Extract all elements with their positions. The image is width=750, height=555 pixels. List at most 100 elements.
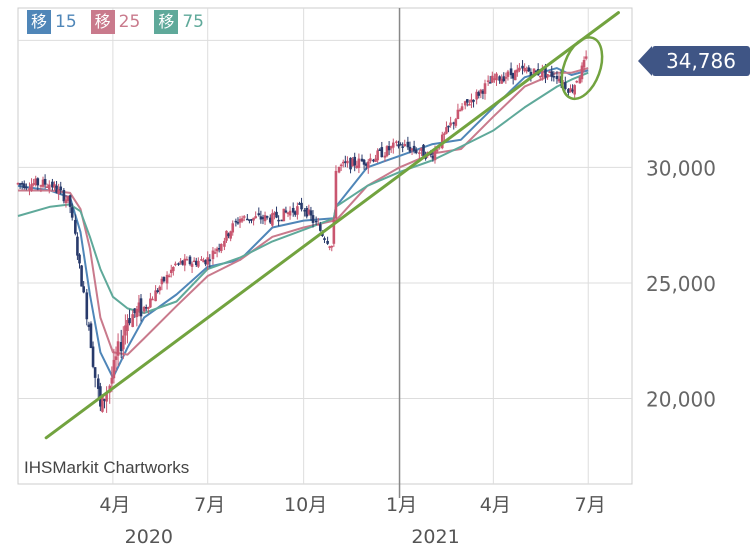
candle-body bbox=[307, 209, 311, 215]
candle-body bbox=[372, 159, 375, 162]
candle-body bbox=[374, 158, 377, 162]
candle-body bbox=[440, 134, 444, 149]
candle-body bbox=[192, 260, 196, 263]
x-axis-labels: 4月 2020 7月 10月 1月 2021 4月 7月 bbox=[99, 494, 605, 548]
candle-body bbox=[78, 254, 81, 264]
candle-body bbox=[116, 341, 120, 356]
legend-ma15: 移 15 bbox=[27, 10, 77, 34]
candle-body bbox=[89, 323, 93, 349]
candle-body bbox=[433, 149, 437, 161]
candle-body bbox=[518, 67, 521, 71]
x-tick-label: 7月 bbox=[575, 494, 606, 516]
candle-body bbox=[582, 60, 586, 68]
candle-body bbox=[105, 392, 108, 402]
candle-body bbox=[389, 146, 393, 149]
candle-body bbox=[96, 378, 100, 389]
candle-body bbox=[303, 210, 306, 212]
candle-body bbox=[571, 89, 574, 92]
candle-body bbox=[477, 92, 481, 96]
candle-body bbox=[114, 356, 118, 360]
legend-ma25: 移 25 bbox=[90, 10, 140, 34]
candle-body bbox=[103, 399, 106, 401]
candle-body bbox=[488, 82, 492, 84]
candle-body bbox=[314, 220, 318, 223]
candle-body bbox=[332, 219, 336, 244]
candle-body bbox=[406, 141, 410, 148]
candle-body bbox=[137, 302, 141, 312]
candle-body bbox=[369, 158, 372, 162]
candle-body bbox=[288, 210, 292, 216]
candle-body bbox=[330, 245, 334, 248]
candle-body bbox=[431, 155, 435, 159]
legend-ma75-tag: 移 bbox=[154, 10, 179, 34]
candle-body bbox=[286, 212, 290, 215]
candle-body bbox=[119, 342, 123, 352]
candle-body bbox=[185, 259, 189, 261]
y-axis-labels: 30,000 25,000 20,000 bbox=[646, 156, 716, 411]
price-candles bbox=[16, 50, 588, 413]
candle-body bbox=[293, 211, 297, 215]
candle-body bbox=[516, 69, 519, 73]
candle-body bbox=[552, 76, 556, 78]
candle-body bbox=[261, 217, 265, 220]
candle-body bbox=[341, 161, 345, 164]
legend-ma75-label: 75 bbox=[182, 12, 204, 32]
candle-body bbox=[284, 210, 288, 213]
x-year-label: 2020 bbox=[125, 526, 173, 548]
candle-body bbox=[418, 152, 421, 154]
candle-body bbox=[45, 186, 49, 188]
candle-body bbox=[486, 80, 490, 82]
candle-body bbox=[70, 207, 74, 218]
candle-body bbox=[429, 153, 433, 155]
candle-body bbox=[397, 144, 400, 147]
last-price-tag: 34,786 bbox=[638, 46, 750, 76]
candle-body bbox=[131, 314, 134, 327]
candle-body bbox=[177, 263, 180, 265]
candle-body bbox=[246, 218, 249, 221]
candle-body bbox=[454, 119, 458, 126]
candle-body bbox=[362, 159, 366, 165]
candle-body bbox=[277, 219, 280, 222]
candle-body bbox=[240, 218, 244, 222]
candle-body bbox=[64, 199, 68, 203]
candle-body bbox=[323, 238, 326, 241]
candle-body bbox=[271, 213, 274, 226]
candle-body bbox=[334, 170, 338, 219]
candle-body bbox=[229, 231, 232, 239]
candle-body bbox=[326, 241, 329, 244]
candle-body bbox=[217, 248, 221, 250]
candle-body bbox=[504, 77, 508, 79]
candle-body bbox=[479, 89, 483, 94]
candle-body bbox=[82, 286, 85, 293]
candle-body bbox=[121, 335, 125, 350]
candle-body bbox=[422, 144, 425, 157]
candle-body bbox=[144, 307, 148, 309]
moving-average-line-25 bbox=[18, 67, 589, 356]
candle-body bbox=[483, 83, 487, 94]
candle-body bbox=[493, 78, 496, 80]
candle-body bbox=[139, 298, 143, 317]
candle-body bbox=[74, 219, 77, 234]
candle-body bbox=[211, 250, 215, 260]
candle-body bbox=[234, 220, 238, 223]
last-price-arrow bbox=[638, 46, 652, 76]
candle-body bbox=[16, 182, 20, 185]
candle-body bbox=[296, 206, 299, 215]
candle-body bbox=[110, 377, 114, 384]
candle-body bbox=[219, 243, 223, 252]
candle-body bbox=[548, 71, 551, 73]
candle-body bbox=[242, 216, 246, 218]
candle-body bbox=[213, 252, 217, 254]
candle-body bbox=[525, 69, 529, 72]
candle-body bbox=[513, 70, 517, 81]
candle-body bbox=[85, 292, 89, 320]
candle-body bbox=[527, 67, 531, 72]
candle-body bbox=[20, 182, 24, 185]
candle-body bbox=[28, 188, 31, 190]
candle-body bbox=[135, 308, 139, 318]
candle-body bbox=[311, 215, 315, 223]
candle-body bbox=[291, 207, 295, 213]
candle-body bbox=[584, 56, 588, 59]
candle-body bbox=[395, 141, 398, 143]
